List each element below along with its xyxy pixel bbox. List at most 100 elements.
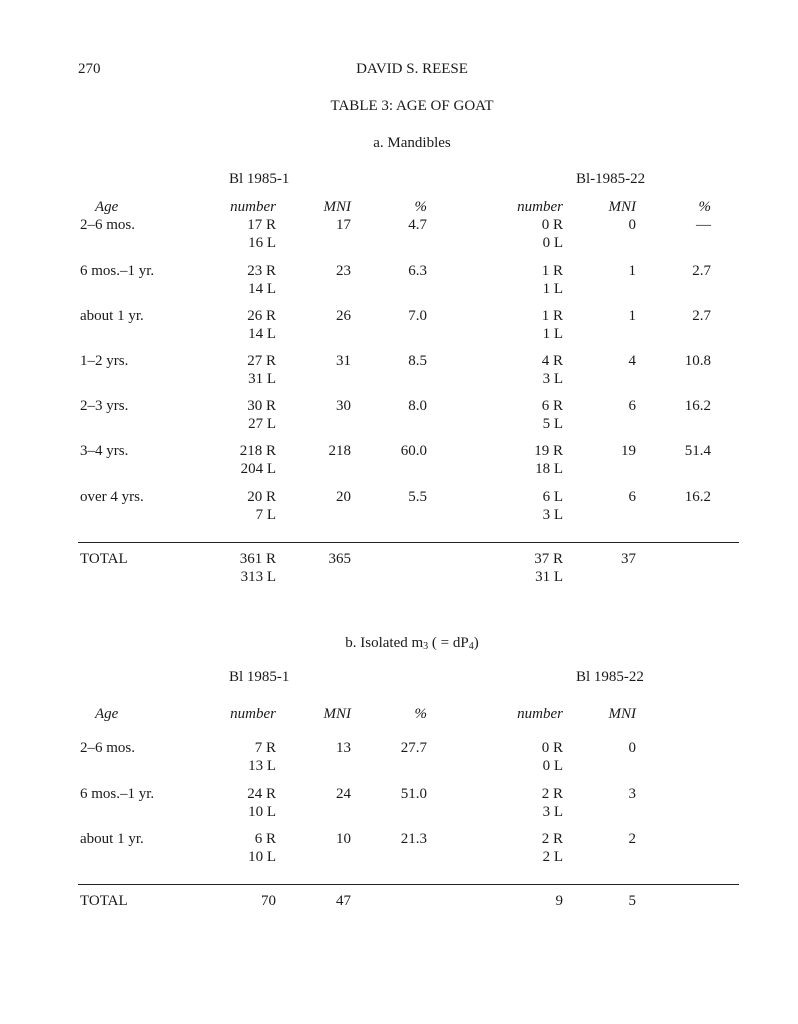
percent-cell: 8.0 (408, 398, 427, 414)
percent-cell: 16.2 (684, 398, 711, 414)
mni-cell: 5 (628, 893, 637, 909)
mni-cell: 6 (628, 489, 637, 505)
percent-cell: 60.0 (400, 443, 427, 459)
number-cell: 14 L (248, 281, 276, 297)
number-cell: 70 (261, 893, 276, 909)
number-cell: 3 L (542, 371, 563, 387)
percent-cell: 5.5 (408, 489, 427, 505)
number-cell: 9 (555, 893, 564, 909)
mni-cell: 4 (628, 353, 637, 369)
number-cell: 27 R (247, 353, 276, 369)
age-cell: 1–2 yrs. (80, 353, 129, 369)
mni-cell: 2 (628, 831, 637, 847)
percent-cell: 2.7 (692, 308, 711, 324)
age-cell: 2–6 mos. (80, 740, 136, 756)
column-header: % (414, 706, 428, 722)
mni-cell: 20 (336, 489, 351, 505)
running-head: DAVID S. REESE (356, 61, 468, 77)
percent-cell: 8.5 (408, 353, 427, 369)
age-cell: over 4 yrs. (80, 489, 144, 505)
column-header: MNI (608, 199, 637, 215)
mni-cell: 1 (628, 263, 637, 279)
table-title: TABLE 3: AGE OF GOAT (330, 98, 494, 114)
percent-cell: 16.2 (684, 489, 711, 505)
mni-cell: 47 (336, 893, 351, 909)
mni-cell: 37 (621, 551, 636, 567)
age-cell: 3–4 yrs. (80, 443, 129, 459)
number-cell: 0 L (542, 758, 563, 774)
section-b-site2: Bl 1985-22 (576, 669, 644, 685)
mni-cell: 26 (336, 308, 351, 324)
column-header: number (517, 706, 563, 722)
number-cell: 204 L (240, 461, 276, 477)
number-cell: 10 L (248, 849, 276, 865)
number-cell: 7 R (254, 740, 276, 756)
mni-cell: 0 (628, 740, 637, 756)
age-cell: 2–6 mos. (80, 217, 136, 233)
percent-cell: 10.8 (684, 353, 711, 369)
age-cell: about 1 yr. (80, 831, 144, 847)
mni-cell: 23 (336, 263, 351, 279)
number-cell: 19 R (534, 443, 563, 459)
percent-cell: 6.3 (408, 263, 427, 279)
number-cell: 0 L (542, 235, 563, 251)
number-cell: 18 L (535, 461, 563, 477)
column-header: % (414, 199, 428, 215)
number-cell: 4 R (541, 353, 563, 369)
mni-cell: 19 (621, 443, 636, 459)
number-cell: 23 R (247, 263, 276, 279)
number-cell: 31 L (535, 569, 563, 585)
number-cell: 10 L (248, 804, 276, 820)
number-cell: 24 R (247, 786, 276, 802)
percent-cell: 2.7 (692, 263, 711, 279)
number-cell: 1 R (541, 263, 563, 279)
mni-cell: 13 (336, 740, 351, 756)
mni-cell: 0 (628, 217, 637, 233)
number-cell: 1 R (541, 308, 563, 324)
mni-cell: 365 (328, 551, 352, 567)
number-cell: 2 R (541, 831, 563, 847)
mni-cell: 31 (336, 353, 351, 369)
number-cell: 26 R (247, 308, 276, 324)
section-b-site1: Bl 1985-1 (229, 669, 290, 685)
number-cell: 6 R (541, 398, 563, 414)
mni-cell: 17 (336, 217, 351, 233)
column-header: number (230, 199, 276, 215)
number-cell: 27 L (248, 416, 276, 432)
percent-cell: — (696, 217, 711, 233)
number-cell: 1 L (542, 281, 563, 297)
mni-cell: 24 (336, 786, 351, 802)
percent-cell: 27.7 (400, 740, 427, 756)
column-header: % (698, 199, 712, 215)
percent-cell: 4.7 (408, 217, 427, 233)
number-cell: 20 R (247, 489, 276, 505)
section-a-site2: Bl-1985-22 (576, 171, 646, 187)
number-cell: 3 L (542, 507, 563, 523)
number-cell: 2 R (541, 786, 563, 802)
number-cell: 7 L (255, 507, 276, 523)
section-a-title: a. Mandibles (373, 135, 451, 151)
number-cell: 13 L (248, 758, 276, 774)
page-number: 270 (78, 61, 101, 77)
age-cell: 6 mos.–1 yr. (80, 263, 155, 279)
number-cell: 37 R (534, 551, 563, 567)
mni-cell: 1 (628, 308, 637, 324)
mni-cell: 6 (628, 398, 637, 414)
age-cell: about 1 yr. (80, 308, 144, 324)
column-header-age: Age (95, 706, 119, 722)
percent-cell: 51.0 (400, 786, 427, 802)
total-rule-a (78, 542, 739, 543)
percent-cell: 21.3 (400, 831, 427, 847)
column-header-age: Age (95, 199, 119, 215)
total-rule-b (78, 884, 739, 885)
number-cell: 31 L (248, 371, 276, 387)
number-cell: 14 L (248, 326, 276, 342)
number-cell: 3 L (542, 804, 563, 820)
section-a-site1: Bl 1985-1 (229, 171, 290, 187)
column-header: number (230, 706, 276, 722)
number-cell: 218 R (239, 443, 276, 459)
column-header: MNI (323, 199, 352, 215)
column-header: MNI (608, 706, 637, 722)
number-cell: 313 L (240, 569, 276, 585)
number-cell: 5 L (542, 416, 563, 432)
